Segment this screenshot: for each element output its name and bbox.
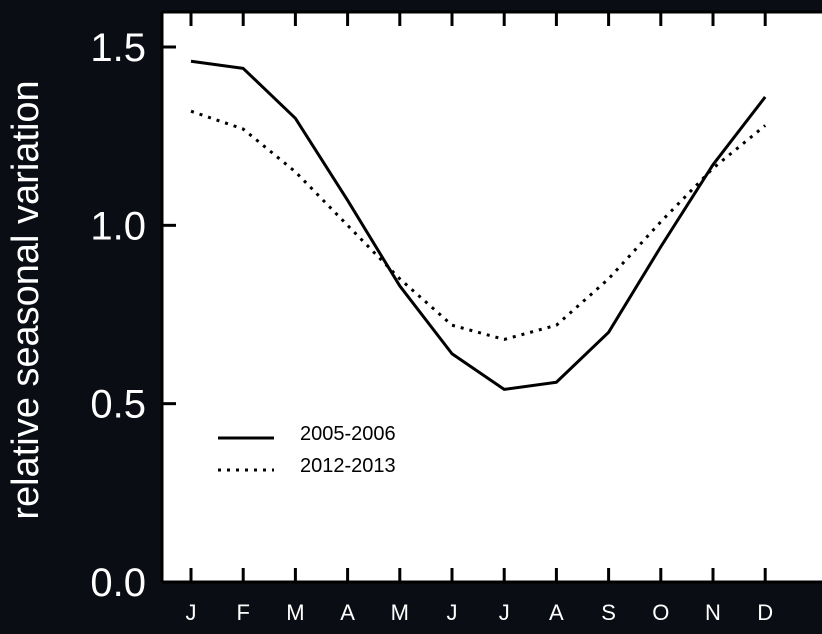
legend-label: 2005-2006: [300, 423, 396, 445]
x-tick-label: M: [286, 600, 304, 625]
legend: 2005-2006 2012-2013: [218, 423, 396, 477]
x-tick-label: N: [705, 600, 721, 625]
x-tick-label: D: [757, 600, 773, 625]
y-tick-label: 1.0: [90, 204, 146, 248]
x-tick-label: J: [499, 600, 510, 625]
x-tick-label: J: [186, 600, 197, 625]
plot-background: [162, 12, 822, 582]
y-tick-label: 0.0: [90, 561, 146, 605]
x-tick-label: A: [549, 600, 564, 625]
series-lines: [190, 59, 767, 391]
y-tick-label: 1.5: [90, 26, 146, 70]
x-tick-label: A: [340, 600, 355, 625]
x-tick-label: F: [236, 600, 249, 625]
x-tick-label: S: [601, 600, 616, 625]
x-tick-label: M: [391, 600, 409, 625]
series-line-2012-2013: [190, 109, 767, 341]
x-tick-label: O: [652, 600, 669, 625]
y-tick-label: 0.5: [90, 383, 146, 427]
y-tick-labels: 0.0 0.5 1.0 1.5: [90, 26, 146, 605]
axes: [160, 10, 822, 584]
x-tick-label: J: [447, 600, 458, 625]
y-axis-label: relative seasonal variation: [5, 80, 47, 519]
legend-label: 2012-2013: [300, 455, 396, 477]
series-line-2005-2006: [190, 59, 767, 391]
